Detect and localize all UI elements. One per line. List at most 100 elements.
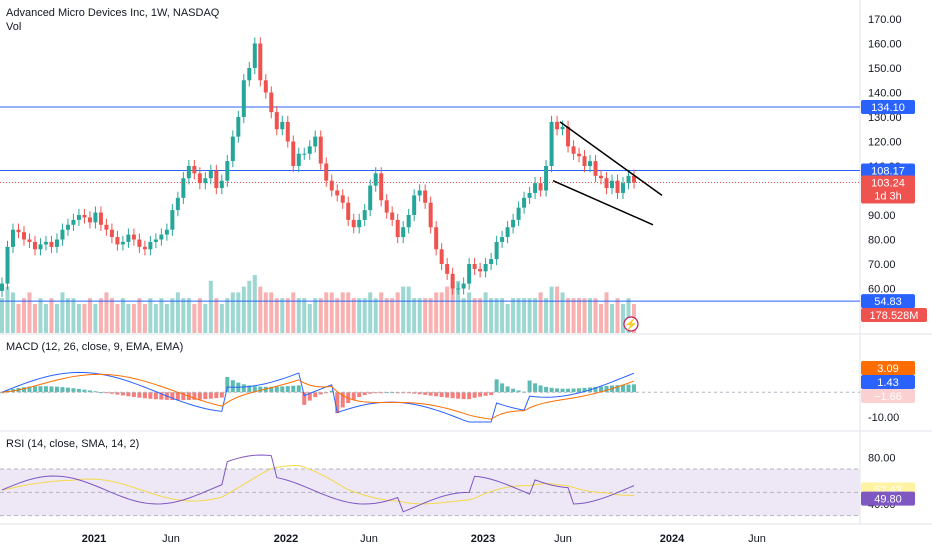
macd-histogram-bar bbox=[241, 384, 246, 393]
volume-bar bbox=[225, 298, 230, 333]
macd-histogram-bar bbox=[445, 392, 450, 398]
candle-body bbox=[632, 175, 636, 183]
macd-histogram-bar bbox=[192, 392, 197, 400]
macd-histogram-bar bbox=[335, 392, 340, 414]
candle-body bbox=[516, 207, 521, 220]
macd-histogram-bar bbox=[126, 392, 131, 397]
macd-line bbox=[1, 371, 635, 423]
candle-body bbox=[577, 153, 582, 157]
candle-body bbox=[181, 178, 186, 198]
volume-bar bbox=[236, 292, 241, 333]
volume-bar bbox=[428, 298, 433, 333]
macd-histogram-bar bbox=[115, 392, 120, 395]
candle-body bbox=[208, 170, 213, 179]
candle-body bbox=[621, 183, 626, 193]
macd-histogram-bar bbox=[505, 386, 510, 393]
candle-body bbox=[390, 212, 395, 220]
price-axis-tick: 170.00 bbox=[868, 14, 902, 26]
candle-body bbox=[302, 153, 307, 155]
macd-histogram-bar bbox=[412, 392, 417, 394]
volume-bar bbox=[93, 304, 98, 333]
price-tag-54: 54.83 bbox=[874, 296, 902, 308]
macd-value-tag-bg bbox=[861, 375, 915, 389]
candle-body bbox=[170, 210, 175, 230]
candle-body bbox=[82, 215, 87, 218]
macd-histogram-bar bbox=[263, 386, 268, 393]
volume-bar bbox=[71, 298, 76, 333]
volume-bar bbox=[335, 298, 340, 333]
candle-body bbox=[533, 183, 538, 193]
volume-bar bbox=[340, 292, 345, 333]
candle-body bbox=[428, 202, 433, 228]
macd-histogram-bar bbox=[582, 387, 587, 393]
volume-bar bbox=[395, 292, 400, 333]
volume-bar bbox=[120, 298, 125, 333]
macd-histogram-bar bbox=[577, 388, 582, 393]
candle-body bbox=[214, 170, 219, 189]
macd-histogram-bar bbox=[439, 392, 444, 397]
rsi-label: RSI (14, close, SMA, 14, 2) bbox=[6, 438, 140, 450]
volume-bar bbox=[390, 298, 395, 333]
macd-histogram-bar bbox=[148, 392, 153, 399]
rsi-line bbox=[1, 454, 635, 513]
volume-bar bbox=[417, 298, 422, 333]
candle-body bbox=[203, 178, 208, 184]
macd-histogram-bar bbox=[197, 392, 202, 400]
macd-histogram-bar bbox=[65, 387, 70, 393]
volume-bar bbox=[450, 280, 455, 333]
candle-body bbox=[71, 219, 76, 225]
candle-body bbox=[131, 234, 136, 240]
candle-body bbox=[335, 190, 340, 196]
channel-lower-line[interactable] bbox=[552, 180, 654, 226]
macd-histogram-bar bbox=[208, 392, 213, 399]
candle-body bbox=[489, 259, 494, 264]
macd-histogram-bar bbox=[302, 392, 307, 405]
candle-body bbox=[291, 141, 296, 166]
volume-bar bbox=[549, 286, 554, 333]
volume-bar bbox=[599, 304, 604, 333]
macd-histogram-bar bbox=[269, 386, 274, 393]
volume-bar bbox=[522, 298, 527, 333]
candle-body bbox=[340, 195, 345, 203]
candle-body bbox=[538, 183, 543, 191]
macd-histogram-tag: −1.66 bbox=[874, 391, 902, 403]
macd-histogram-bar bbox=[120, 392, 125, 396]
macd-histogram-bar bbox=[318, 392, 323, 395]
volume-bar bbox=[263, 292, 268, 333]
volume-bar bbox=[610, 304, 615, 333]
volume-bar bbox=[54, 304, 59, 333]
candle-body bbox=[247, 68, 252, 81]
candle-body bbox=[571, 146, 576, 154]
volume-bar bbox=[203, 304, 208, 333]
channel-upper-line[interactable] bbox=[559, 121, 663, 197]
volume-bar bbox=[76, 304, 81, 333]
candle-body bbox=[560, 126, 565, 130]
volume-bar bbox=[423, 298, 428, 333]
volume-bar bbox=[313, 298, 318, 333]
volume-bar bbox=[27, 292, 32, 333]
volume-bar bbox=[126, 304, 131, 333]
candle-body bbox=[500, 237, 505, 242]
macd-histogram-bar bbox=[533, 383, 538, 393]
price-axis-tick: 70.00 bbox=[868, 259, 896, 271]
candle-body bbox=[197, 173, 202, 184]
price-axis-tick: 120.00 bbox=[868, 137, 902, 149]
candle-body bbox=[522, 197, 527, 208]
time-axis-tick: Jun bbox=[748, 533, 766, 545]
macd-histogram-bar bbox=[153, 392, 158, 400]
earnings-icon[interactable] bbox=[623, 316, 639, 332]
volume-bar bbox=[104, 292, 109, 333]
candle-body bbox=[274, 112, 279, 130]
candle-body bbox=[324, 163, 329, 181]
rsi-value-tag: 49.80 bbox=[874, 494, 902, 506]
volume-bar bbox=[49, 298, 54, 333]
price-axis-tick: 60.00 bbox=[868, 284, 896, 296]
macd-histogram-bar bbox=[291, 385, 296, 393]
candle-body bbox=[269, 92, 274, 113]
macd-histogram-bar bbox=[181, 392, 186, 401]
macd-histogram-bar bbox=[599, 386, 604, 393]
volume-bar bbox=[445, 286, 450, 333]
macd-histogram-bar bbox=[230, 380, 235, 393]
candle-body bbox=[5, 246, 10, 284]
